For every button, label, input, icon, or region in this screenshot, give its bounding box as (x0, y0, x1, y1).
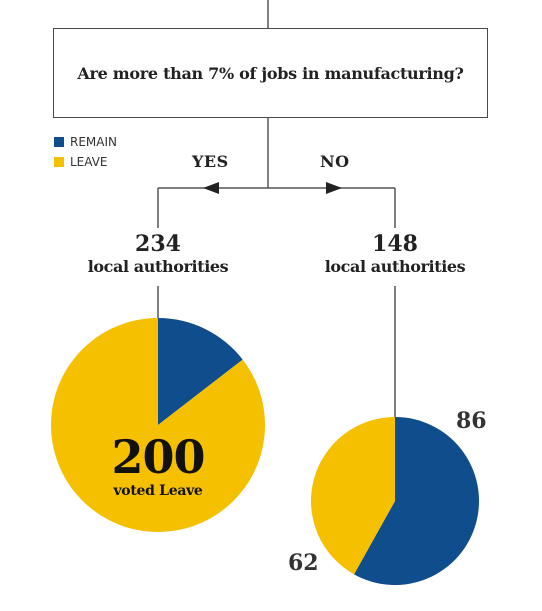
no-count-unit: local authorities (324, 257, 466, 276)
legend-item-leave: LEAVE (54, 152, 117, 172)
no-count: 148 local authorities (315, 231, 475, 277)
legend-label-remain: REMAIN (70, 135, 117, 149)
no-remain-value: 86 (456, 408, 487, 434)
yes-leave-value: 200 (111, 430, 205, 484)
pie-slice-yes-leave (51, 318, 265, 532)
legend: REMAIN LEAVE (54, 132, 117, 172)
leave-swatch (54, 157, 64, 167)
no-label: NO (320, 152, 350, 171)
yes-pie-label: 200 voted Leave (88, 432, 228, 500)
yes-arrow-icon (203, 182, 219, 194)
yes-count-unit: local authorities (87, 257, 229, 276)
question-box: Are more than 7% of jobs in manufacturin… (53, 28, 488, 118)
pie-chart-no (311, 417, 479, 585)
no-leave-value: 62 (288, 550, 319, 576)
yes-leave-caption: voted Leave (113, 483, 203, 499)
pie-slice-no-leave (311, 417, 395, 575)
legend-label-leave: LEAVE (70, 155, 108, 169)
legend-item-remain: REMAIN (54, 132, 117, 152)
yes-label: YES (192, 152, 229, 171)
pie-slice-yes-remain (158, 318, 243, 425)
pie-slice-no-remain (354, 417, 479, 585)
remain-swatch (54, 137, 64, 147)
pie-chart-yes (51, 318, 265, 532)
no-arrow-icon (326, 182, 342, 194)
no-count-number: 148 (372, 231, 418, 257)
yes-count-number: 234 (135, 231, 181, 257)
yes-count: 234 local authorities (78, 231, 238, 277)
